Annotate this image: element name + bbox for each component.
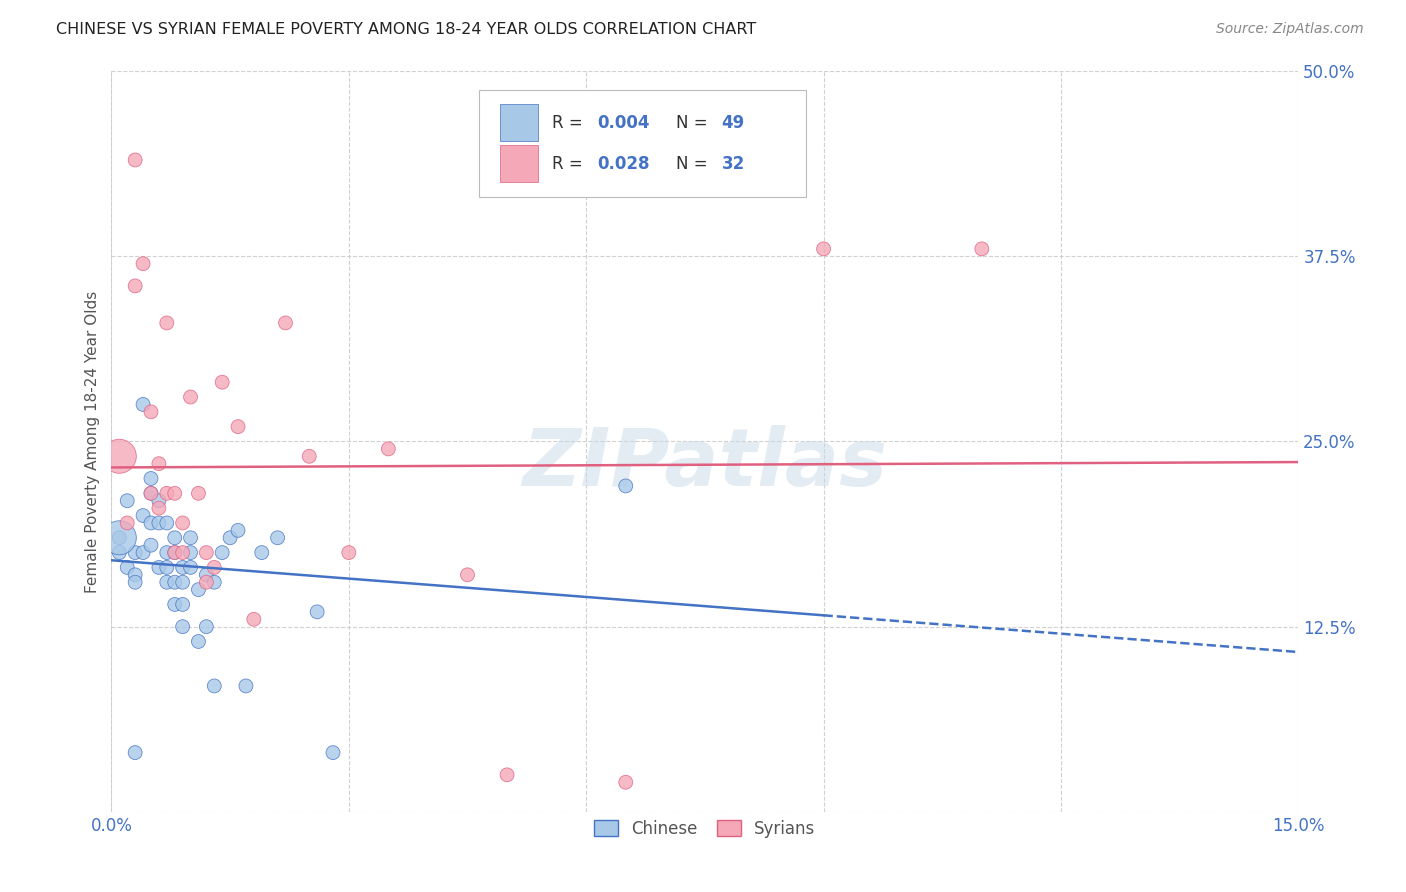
Point	[172, 516, 194, 530]
Text: R =: R =	[551, 154, 588, 173]
Point	[274, 316, 297, 330]
Point	[115, 560, 138, 574]
Point	[148, 560, 170, 574]
Legend: Chinese, Syrians: Chinese, Syrians	[588, 813, 823, 845]
Point	[614, 775, 637, 789]
Point	[172, 545, 194, 559]
Text: R =: R =	[551, 114, 588, 132]
Point	[813, 242, 835, 256]
Point	[219, 531, 242, 545]
Point	[187, 486, 209, 500]
Point	[132, 545, 155, 559]
Point	[139, 538, 162, 552]
Point	[139, 486, 162, 500]
Point	[163, 545, 186, 559]
Text: 32: 32	[721, 154, 745, 173]
Text: CHINESE VS SYRIAN FEMALE POVERTY AMONG 18-24 YEAR OLDS CORRELATION CHART: CHINESE VS SYRIAN FEMALE POVERTY AMONG 1…	[56, 22, 756, 37]
Point	[496, 768, 519, 782]
Text: ZIPatlas: ZIPatlas	[523, 425, 887, 503]
Point	[156, 486, 179, 500]
Point	[187, 634, 209, 648]
Point	[108, 450, 131, 464]
Point	[202, 560, 225, 574]
Point	[108, 545, 131, 559]
Point	[187, 582, 209, 597]
Point	[250, 545, 273, 559]
Point	[298, 450, 321, 464]
Point	[139, 471, 162, 485]
FancyBboxPatch shape	[499, 145, 537, 182]
Text: 0.028: 0.028	[598, 154, 650, 173]
Point	[163, 545, 186, 559]
Point	[124, 575, 146, 590]
Point	[195, 575, 218, 590]
Point	[195, 545, 218, 559]
Point	[124, 545, 146, 559]
Point	[115, 516, 138, 530]
Text: 49: 49	[721, 114, 745, 132]
Point	[148, 516, 170, 530]
Y-axis label: Female Poverty Among 18-24 Year Olds: Female Poverty Among 18-24 Year Olds	[86, 290, 100, 592]
Point	[139, 405, 162, 419]
Text: N =: N =	[676, 154, 713, 173]
Point	[266, 531, 288, 545]
FancyBboxPatch shape	[499, 104, 537, 142]
Text: N =: N =	[676, 114, 713, 132]
Point	[108, 531, 131, 545]
Point	[124, 567, 146, 582]
Point	[195, 620, 218, 634]
Point	[139, 486, 162, 500]
Point	[180, 560, 202, 574]
FancyBboxPatch shape	[479, 89, 806, 197]
Point	[115, 493, 138, 508]
Point	[457, 567, 479, 582]
Point	[226, 524, 249, 538]
Point	[377, 442, 399, 456]
Point	[226, 419, 249, 434]
Point	[202, 575, 225, 590]
Point	[124, 746, 146, 760]
Point	[172, 560, 194, 574]
Point	[970, 242, 993, 256]
Point	[211, 545, 233, 559]
Point	[139, 516, 162, 530]
Point	[124, 153, 146, 167]
Point	[132, 508, 155, 523]
Point	[614, 479, 637, 493]
Point	[172, 598, 194, 612]
Point	[132, 257, 155, 271]
Point	[243, 612, 266, 626]
Point	[156, 545, 179, 559]
Point	[337, 545, 360, 559]
Point	[148, 501, 170, 516]
Point	[156, 516, 179, 530]
Point	[163, 575, 186, 590]
Point	[172, 575, 194, 590]
Point	[322, 746, 344, 760]
Point	[156, 316, 179, 330]
Point	[180, 545, 202, 559]
Point	[202, 679, 225, 693]
Text: Source: ZipAtlas.com: Source: ZipAtlas.com	[1216, 22, 1364, 37]
Point	[163, 598, 186, 612]
Point	[195, 567, 218, 582]
Point	[108, 531, 131, 545]
Point	[148, 457, 170, 471]
Point	[156, 575, 179, 590]
Point	[235, 679, 257, 693]
Point	[163, 486, 186, 500]
Point	[211, 375, 233, 389]
Point	[180, 390, 202, 404]
Point	[156, 560, 179, 574]
Point	[180, 531, 202, 545]
Point	[172, 620, 194, 634]
Text: 0.004: 0.004	[598, 114, 650, 132]
Point	[307, 605, 329, 619]
Point	[148, 493, 170, 508]
Point	[124, 279, 146, 293]
Point	[132, 397, 155, 411]
Point	[163, 531, 186, 545]
